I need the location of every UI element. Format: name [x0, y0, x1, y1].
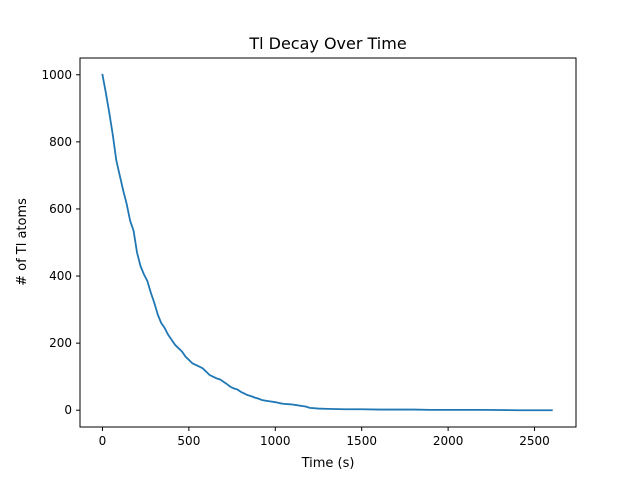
- y-tick-label: 400: [49, 269, 72, 283]
- x-axis: 0 500 1000 1500 2000 2500: [99, 427, 550, 448]
- x-tick-label: 0: [99, 434, 107, 448]
- x-tick-label: 500: [177, 434, 200, 448]
- series-line: [101, 73, 553, 412]
- y-tick-label: 800: [49, 135, 72, 149]
- x-axis-label: Time (s): [301, 456, 355, 471]
- x-tick-label: 2500: [519, 434, 550, 448]
- y-tick-label: 200: [49, 336, 72, 350]
- y-axis-label: # of Tl atoms: [15, 198, 30, 286]
- x-tick-label: 1000: [260, 434, 291, 448]
- x-tick-label: 2000: [433, 434, 464, 448]
- plot-area: [80, 58, 576, 427]
- x-tick-label: 1500: [346, 434, 377, 448]
- y-tick-label: 0: [64, 403, 72, 417]
- y-axis: 0 200 400 600 800 1000: [41, 68, 80, 417]
- chart-title: Tl Decay Over Time: [248, 34, 406, 53]
- plot-frame: [79, 57, 577, 428]
- y-tick-label: 600: [49, 202, 72, 216]
- y-tick-label: 1000: [41, 68, 72, 82]
